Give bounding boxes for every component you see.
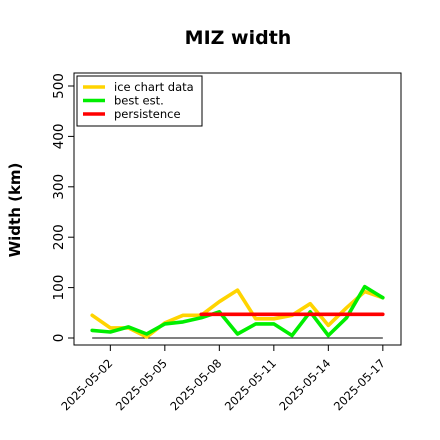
series-line-best-est [90,284,385,338]
series-line-ice-chart-data [90,288,385,339]
x-tick-label: 2025-05-11 [222,356,279,413]
x-tick-label: 2025-05-05 [113,356,170,413]
y-axis-label: Width (km) [6,163,24,258]
series-layer [90,284,385,339]
legend-label: persistence [114,107,181,121]
y-tick-label: 400 [51,124,67,150]
plot-frame [73,72,402,346]
legend-label: ice chart data [114,80,194,94]
legend-label: best est. [114,94,164,108]
y-tick-label: 300 [51,174,67,200]
x-tick-label: 2025-05-02 [58,356,115,413]
y-tick-label: 500 [51,73,67,99]
x-tick-label: 2025-05-14 [276,356,333,413]
y-tick-label: 100 [51,275,67,301]
y-tick-label: 0 [51,334,67,343]
x-tick-label: 2025-05-08 [167,356,224,413]
x-tick-label: 2025-05-17 [331,356,388,413]
chart-title: MIZ width [185,27,292,49]
y-tick-label: 200 [51,224,67,250]
